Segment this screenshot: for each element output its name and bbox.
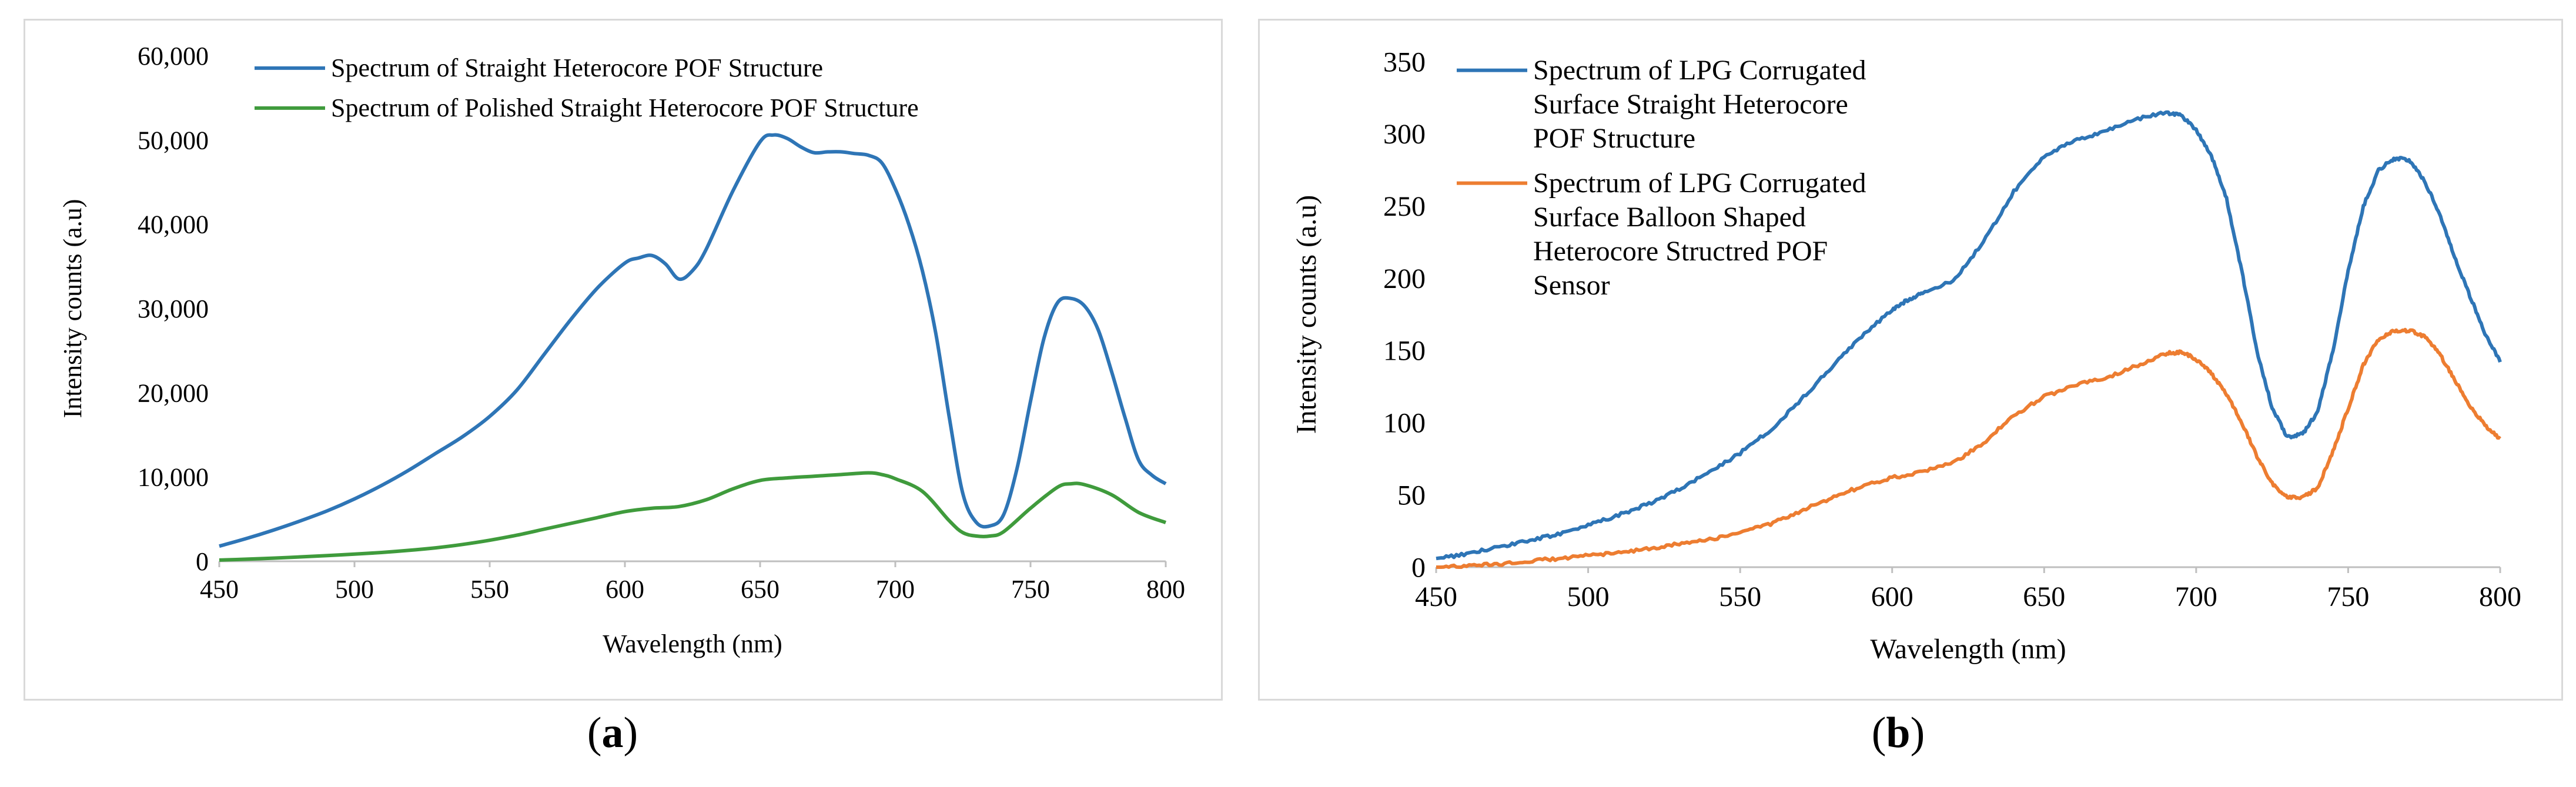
caption-b: (b) <box>1871 709 1925 757</box>
x-tick-label: 750 <box>1011 575 1050 604</box>
caption-a: (a) <box>587 709 638 757</box>
chart-b: 0 50 100 150 200 250 300 350 450 500 550 600 650 700 7… <box>1291 46 2521 665</box>
x-tick-label: 650 <box>741 575 780 604</box>
y-tick-label: 50 <box>1397 480 1426 511</box>
x-tick-label: 500 <box>1567 581 1610 612</box>
x-tick-label: 550 <box>1719 581 1761 612</box>
legend-label-2: Spectrum of LPG Corrugated <box>1533 168 1866 199</box>
x-tick-label: 700 <box>876 575 915 604</box>
x-tick-label: 450 <box>200 575 239 604</box>
x-tick-label: 700 <box>2175 581 2217 612</box>
y-axis-label: Intensity counts (a.u) <box>1291 195 1322 434</box>
legend-label-2: Sensor <box>1533 270 1610 301</box>
series-line-2 <box>1436 327 2501 569</box>
series-line-2 <box>219 471 1167 562</box>
caption-b-letter: b <box>1886 709 1911 757</box>
x-tick-label: 550 <box>470 575 509 604</box>
legend-label-1: Surface Straight Heterocore <box>1533 89 1848 120</box>
x-tick-label: 500 <box>335 575 374 604</box>
legend-label-1: POF Structure <box>1533 123 1695 154</box>
y-tick-label: 100 <box>1383 408 1426 439</box>
caption-a-letter: a <box>601 709 624 757</box>
y-tick-label: 200 <box>1383 263 1426 294</box>
chart-panel-b: 0 50 100 150 200 250 300 350 450 500 550 600 650 700 7… <box>1258 19 2563 701</box>
y-tick-label: 250 <box>1383 191 1426 222</box>
chart-a: 0 10,000 20,000 30,000 40,000 50,000 60,000 450… <box>58 42 1185 658</box>
x-tick-label: 750 <box>2327 581 2369 612</box>
legend-label-1: Spectrum of LPG Corrugated <box>1533 55 1866 86</box>
y-tick-label: 50,000 <box>138 126 209 155</box>
chart-panel-a: 0 10,000 20,000 30,000 40,000 50,000 60,000 450… <box>24 19 1223 701</box>
legend-label-2: Spectrum of Polished Straight Heterocore… <box>331 93 919 122</box>
x-tick-label: 800 <box>2479 581 2521 612</box>
y-tick-label: 300 <box>1383 119 1426 150</box>
legend-label-2: Surface Balloon Shaped <box>1533 202 1806 233</box>
y-tick-label: 40,000 <box>138 210 209 239</box>
series-line-1 <box>219 133 1167 548</box>
x-tick-label: 600 <box>605 575 644 604</box>
y-tick-label: 150 <box>1383 336 1426 367</box>
legend-label-1: Spectrum of Straight Heterocore POF Stru… <box>331 53 823 82</box>
y-tick-label: 30,000 <box>138 294 209 323</box>
y-tick-label: 0 <box>1411 552 1426 583</box>
x-axis-label: Wavelength (nm) <box>603 629 782 658</box>
series-line-1 <box>1436 110 2502 561</box>
y-tick-label: 350 <box>1383 46 1426 78</box>
x-tick-label: 800 <box>1146 575 1185 604</box>
x-tick-label: 450 <box>1415 581 1457 612</box>
y-tick-label: 20,000 <box>138 379 209 407</box>
x-tick-label: 650 <box>2023 581 2065 612</box>
x-axis-label: Wavelength (nm) <box>1870 634 2066 665</box>
x-tick-label: 600 <box>1871 581 1913 612</box>
y-axis-label: Intensity counts (a.u) <box>58 199 87 418</box>
y-tick-label: 60,000 <box>138 42 209 71</box>
y-tick-label: 0 <box>196 547 209 576</box>
legend-label-2: Heterocore Structred POF <box>1533 236 1828 267</box>
y-tick-label: 10,000 <box>138 463 209 492</box>
